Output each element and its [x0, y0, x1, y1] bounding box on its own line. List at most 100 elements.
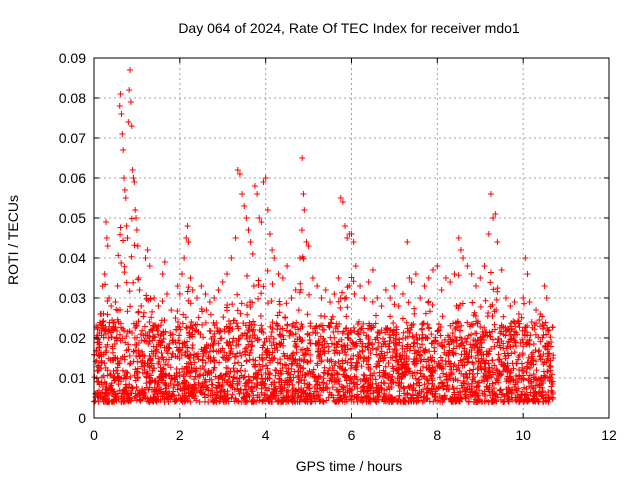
- data-point: [489, 357, 496, 364]
- data-point: [344, 235, 351, 241]
- data-point: [357, 388, 364, 395]
- data-point: [455, 362, 462, 369]
- data-point: [537, 338, 544, 345]
- data-point: [238, 352, 245, 359]
- data-point: [207, 311, 214, 318]
- data-point: [174, 308, 181, 315]
- data-point: [95, 339, 102, 345]
- data-point: [263, 362, 270, 369]
- data-point: [107, 329, 114, 336]
- data-point: [159, 271, 166, 277]
- y-tick-label: 0.08: [59, 90, 86, 106]
- data-point: [211, 330, 218, 337]
- data-point: [220, 354, 227, 361]
- data-point: [514, 379, 521, 386]
- data-point: [453, 337, 460, 344]
- data-point: [525, 354, 532, 361]
- data-point: [494, 339, 501, 346]
- data-point: [407, 368, 414, 375]
- data-point: [544, 340, 551, 347]
- data-point: [237, 386, 244, 393]
- data-point: [194, 295, 200, 301]
- data-point: [193, 351, 200, 358]
- data-point: [124, 391, 131, 398]
- data-point: [470, 366, 477, 373]
- data-point: [179, 344, 186, 351]
- x-tick-label: 2: [176, 427, 184, 443]
- data-point: [404, 325, 411, 332]
- data-point: [270, 390, 277, 397]
- data-point: [430, 267, 437, 273]
- data-point: [218, 335, 225, 342]
- data-point: [327, 299, 334, 305]
- data-point: [354, 391, 361, 398]
- data-point: [504, 362, 511, 369]
- data-point: [527, 389, 534, 396]
- data-point: [234, 291, 241, 298]
- data-point: [336, 381, 343, 388]
- data-point: [227, 320, 234, 327]
- data-point: [297, 280, 304, 287]
- data-point: [344, 284, 351, 291]
- data-point: [230, 317, 237, 324]
- data-point: [124, 235, 131, 241]
- data-point: [284, 398, 291, 405]
- data-point: [324, 340, 331, 347]
- data-point: [128, 253, 135, 260]
- data-point: [417, 367, 424, 374]
- data-point: [497, 396, 504, 403]
- data-point: [242, 386, 249, 393]
- data-point: [511, 383, 518, 390]
- data-point: [140, 352, 147, 359]
- data-point: [130, 348, 137, 355]
- data-point: [530, 371, 537, 378]
- data-point: [477, 303, 484, 310]
- data-point: [487, 191, 494, 197]
- data-point: [293, 349, 300, 356]
- data-point: [283, 388, 290, 395]
- data-point: [284, 370, 291, 377]
- data-point: [198, 346, 205, 353]
- data-point: [152, 388, 159, 395]
- data-point: [123, 223, 130, 229]
- data-point: [187, 390, 194, 397]
- data-point: [515, 317, 522, 324]
- data-point: [477, 323, 484, 330]
- data-point: [413, 349, 420, 356]
- data-point: [480, 373, 487, 380]
- data-point: [207, 342, 214, 349]
- data-point: [367, 350, 374, 357]
- data-point: [133, 215, 140, 221]
- data-point: [184, 223, 191, 229]
- data-point: [360, 329, 367, 336]
- data-point: [489, 313, 496, 320]
- x-tick-label: 8: [433, 427, 441, 443]
- data-point: [229, 301, 236, 308]
- data-point: [523, 392, 530, 399]
- data-point: [388, 376, 395, 383]
- data-point: [284, 378, 291, 385]
- data-point: [228, 255, 235, 261]
- data-point: [167, 329, 174, 336]
- data-point: [264, 267, 271, 274]
- data-point: [243, 302, 250, 309]
- data-point: [157, 364, 164, 371]
- data-point: [309, 275, 316, 281]
- data-point: [155, 323, 162, 330]
- data-point: [540, 351, 547, 358]
- data-point: [293, 343, 300, 350]
- data-point: [449, 384, 456, 391]
- data-point: [470, 373, 477, 380]
- data-point: [325, 370, 332, 377]
- data-point: [353, 359, 360, 366]
- data-point: [272, 372, 279, 379]
- grid: [94, 58, 609, 418]
- data-point: [454, 385, 461, 392]
- data-point: [250, 356, 257, 363]
- data-point: [488, 398, 495, 405]
- data-point: [277, 390, 284, 397]
- data-point: [135, 308, 142, 315]
- data-point: [418, 373, 425, 380]
- data-point: [113, 306, 120, 313]
- data-point: [523, 341, 530, 348]
